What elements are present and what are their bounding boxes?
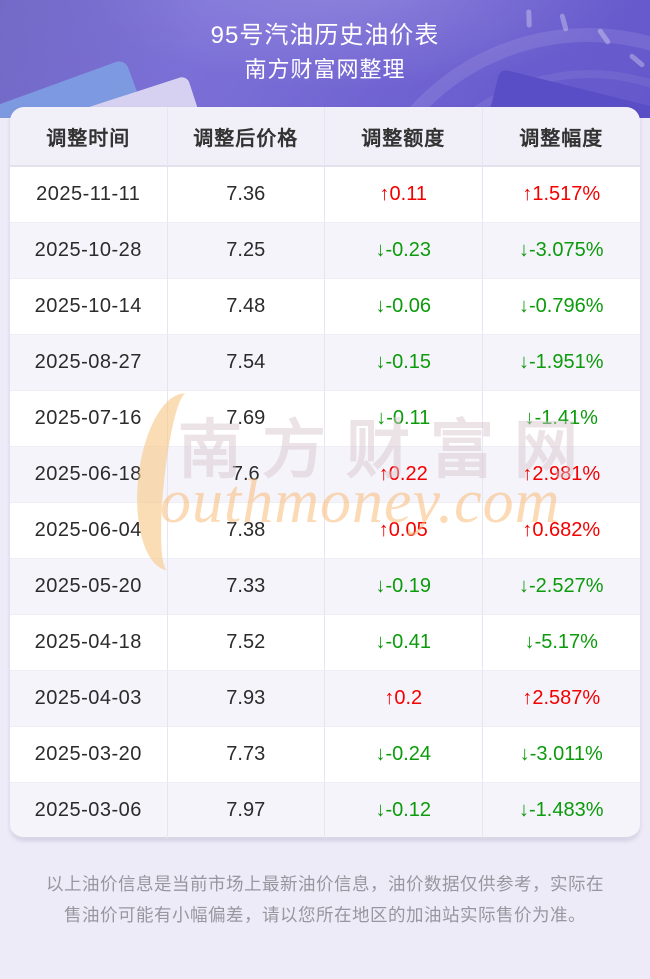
table-row: 2025-06-18 7.6 ↑0.22 ↑2.981%	[10, 447, 640, 503]
cell-change-amount: ↓-0.23	[325, 223, 483, 279]
price-table-grid: 调整时间 调整后价格 调整额度 调整幅度 2025-11-11 7.36 ↑0.…	[10, 107, 640, 839]
cell-change-percent: ↓-1.483%	[482, 783, 640, 839]
cell-change-amount: ↓-0.41	[325, 615, 483, 671]
cell-change-amount: ↑0.2	[325, 671, 483, 727]
cell-adjust-date: 2025-10-28	[10, 223, 168, 279]
cell-adjust-date: 2025-03-06	[10, 783, 168, 839]
page-title: 95号汽油历史油价表	[210, 22, 440, 49]
cell-change-percent: ↑1.517%	[482, 167, 640, 223]
cell-adjusted-price: 7.33	[167, 559, 325, 615]
table-row: 2025-03-20 7.73 ↓-0.24 ↓-3.011%	[10, 727, 640, 783]
cell-adjust-date: 2025-07-16	[10, 391, 168, 447]
table-row: 2025-06-04 7.38 ↑0.05 ↑0.682%	[10, 503, 640, 559]
price-table: 调整时间 调整后价格 调整额度 调整幅度 2025-11-11 7.36 ↑0.…	[10, 107, 640, 839]
cell-change-amount: ↓-0.15	[325, 335, 483, 391]
cell-adjust-date: 2025-10-14	[10, 279, 168, 335]
cell-change-amount: ↑0.05	[325, 503, 483, 559]
table-row: 2025-03-06 7.97 ↓-0.12 ↓-1.483%	[10, 783, 640, 839]
cell-change-percent: ↑2.587%	[482, 671, 640, 727]
table-row: 2025-10-14 7.48 ↓-0.06 ↓-0.796%	[10, 279, 640, 335]
table-row: 2025-04-03 7.93 ↑0.2 ↑2.587%	[10, 671, 640, 727]
cell-change-percent: ↓-5.17%	[482, 615, 640, 671]
table-row: 2025-07-16 7.69 ↓-0.11 ↓-1.41%	[10, 391, 640, 447]
table-row: 2025-08-27 7.54 ↓-0.15 ↓-1.951%	[10, 335, 640, 391]
cell-adjust-date: 2025-04-03	[10, 671, 168, 727]
table-row: 2025-04-18 7.52 ↓-0.41 ↓-5.17%	[10, 615, 640, 671]
cell-change-percent: ↑2.981%	[482, 447, 640, 503]
cell-change-percent: ↓-0.796%	[482, 279, 640, 335]
cell-change-amount: ↓-0.11	[325, 391, 483, 447]
cell-adjust-date: 2025-08-27	[10, 335, 168, 391]
cell-change-percent: ↓-2.527%	[482, 559, 640, 615]
table-header: 调整时间 调整后价格 调整额度 调整幅度	[10, 107, 640, 167]
cell-change-amount: ↓-0.06	[325, 279, 483, 335]
col-header-adjusted-price: 调整后价格	[167, 107, 325, 167]
cell-change-percent: ↓-1.41%	[482, 391, 640, 447]
cell-change-amount: ↑0.11	[325, 167, 483, 223]
cell-adjusted-price: 7.54	[167, 335, 325, 391]
cell-change-percent: ↓-1.951%	[482, 335, 640, 391]
cell-adjust-date: 2025-03-20	[10, 727, 168, 783]
cell-change-amount: ↓-0.12	[325, 783, 483, 839]
cell-change-amount: ↓-0.19	[325, 559, 483, 615]
disclaimer-text: 以上油价信息是当前市场上最新油价信息，油价数据仅供参考，实际在售油价可能有小幅偏…	[46, 874, 604, 925]
page-subtitle: 南方财富网整理	[244, 57, 406, 82]
table-row: 2025-05-20 7.33 ↓-0.19 ↓-2.527%	[10, 559, 640, 615]
cell-adjusted-price: 7.93	[167, 671, 325, 727]
cell-change-percent: ↓-3.075%	[482, 223, 640, 279]
cell-adjusted-price: 7.38	[167, 503, 325, 559]
cell-adjusted-price: 7.6	[167, 447, 325, 503]
banner: 95号汽油历史油价表 南方财富网整理	[0, 0, 650, 118]
table-row: 2025-10-28 7.25 ↓-0.23 ↓-3.075%	[10, 223, 640, 279]
table-body: 2025-11-11 7.36 ↑0.11 ↑1.517% 2025-10-28…	[10, 167, 640, 839]
cell-change-percent: ↓-3.011%	[482, 727, 640, 783]
cell-adjusted-price: 7.48	[167, 279, 325, 335]
header-row: 调整时间 调整后价格 调整额度 调整幅度	[10, 107, 640, 167]
cell-adjusted-price: 7.97	[167, 783, 325, 839]
table-row: 2025-11-11 7.36 ↑0.11 ↑1.517%	[10, 167, 640, 223]
col-header-adjust-percent: 调整幅度	[482, 107, 640, 167]
col-header-adjust-amount: 调整额度	[325, 107, 483, 167]
cell-adjusted-price: 7.69	[167, 391, 325, 447]
cell-adjusted-price: 7.25	[167, 223, 325, 279]
cell-adjust-date: 2025-11-11	[10, 167, 168, 223]
cell-adjusted-price: 7.73	[167, 727, 325, 783]
cell-adjust-date: 2025-06-04	[10, 503, 168, 559]
cell-adjust-date: 2025-06-18	[10, 447, 168, 503]
cell-adjusted-price: 7.36	[167, 167, 325, 223]
cell-adjust-date: 2025-05-20	[10, 559, 168, 615]
cell-adjust-date: 2025-04-18	[10, 615, 168, 671]
cell-change-amount: ↓-0.24	[325, 727, 483, 783]
col-header-adjust-time: 调整时间	[10, 107, 168, 167]
cell-change-percent: ↑0.682%	[482, 503, 640, 559]
cell-adjusted-price: 7.52	[167, 615, 325, 671]
cell-change-amount: ↑0.22	[325, 447, 483, 503]
